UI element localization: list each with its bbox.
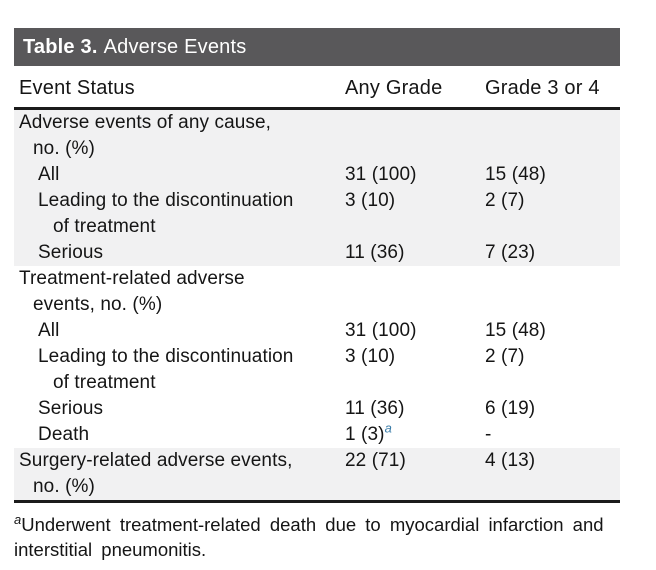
grade-3-4-value: 15 (48) [485, 320, 546, 341]
column-header-event-status: Event Status [14, 66, 345, 110]
row-label: Surgery-related adverse events, no. (%) [14, 448, 345, 503]
grade-3-4-value: 2 (7) [485, 346, 525, 367]
footnote-marker-a: a [384, 420, 392, 436]
table-header: Event Status Any Grade Grade 3 or 4 [14, 66, 620, 110]
table-row: Treatment-related adverse events, no. (%… [14, 266, 620, 318]
grade-3-4-value: 4 (13) [485, 448, 620, 503]
adverse-events-table: Event Status Any Grade Grade 3 or 4 Adve… [14, 66, 620, 503]
table-row: Surgery-related adverse events, no. (%) … [14, 448, 620, 503]
table-row: Leading to the discontinuation of treatm… [14, 344, 620, 396]
any-grade-value: 22 (71) [345, 448, 485, 503]
any-grade-value: 31 (100) [345, 162, 485, 188]
grade-3-4-value: 15 (48) [485, 162, 620, 188]
header-row: Event Status Any Grade Grade 3 or 4 [14, 66, 620, 110]
row-label: Serious [14, 240, 345, 266]
any-grade-value: 31 (100) [345, 320, 417, 341]
row-label: Leading to the discontinuation of treatm… [14, 188, 345, 240]
table-row: Death 1 (3)a - [14, 422, 620, 448]
column-header-any-grade: Any Grade [345, 66, 485, 110]
row-label: All [14, 162, 345, 188]
death-count: 1 (3) [345, 424, 385, 445]
any-grade-value: 3 (10) [345, 346, 396, 367]
column-header-grade-3-or-4: Grade 3 or 4 [485, 66, 620, 110]
row-label: All [38, 320, 60, 341]
table-title-bar: Table 3. Adverse Events [14, 28, 620, 66]
table-body: Adverse events of any cause, no. (%) All… [14, 108, 620, 503]
grade-3-4-value: 6 (19) [485, 398, 536, 419]
any-grade-value: 11 (36) [345, 398, 405, 419]
table-row: Serious 11 (36) 7 (23) [14, 240, 620, 266]
table-number: Table 3. [23, 36, 98, 58]
table-row: Leading to the discontinuation of treatm… [14, 188, 620, 240]
row-label: Adverse events of any cause, no. (%) [14, 108, 345, 162]
any-grade-value: 3 (10) [345, 188, 485, 240]
row-label: Serious [38, 398, 104, 419]
grade-3-4-value: - [485, 424, 492, 445]
row-label: Leading to the discontinuation of treatm… [38, 346, 294, 393]
any-grade-value [345, 266, 485, 318]
row-label: Death [38, 424, 90, 445]
table-row: Serious 11 (36) 6 (19) [14, 396, 620, 422]
table-row: All 31 (100) 15 (48) [14, 162, 620, 188]
grade-3-4-value: 2 (7) [485, 188, 620, 240]
footnote-text: Underwent treatment-related death due to… [14, 514, 604, 560]
table-footnote: aUnderwent treatment-related death due t… [14, 512, 620, 562]
any-grade-value: 11 (36) [345, 240, 485, 266]
any-grade-value: 1 (3)a [345, 422, 485, 448]
grade-3-4-value: 7 (23) [485, 240, 620, 266]
any-grade-value [345, 108, 485, 162]
grade-3-4-value [485, 266, 620, 318]
footnote-marker-a: a [14, 511, 22, 527]
grade-3-4-value [485, 108, 620, 162]
table-row: All 31 (100) 15 (48) [14, 318, 620, 344]
row-label: Treatment-related adverse events, no. (%… [19, 268, 245, 315]
table-row: Adverse events of any cause, no. (%) [14, 108, 620, 162]
table-title: Adverse Events [103, 36, 247, 58]
